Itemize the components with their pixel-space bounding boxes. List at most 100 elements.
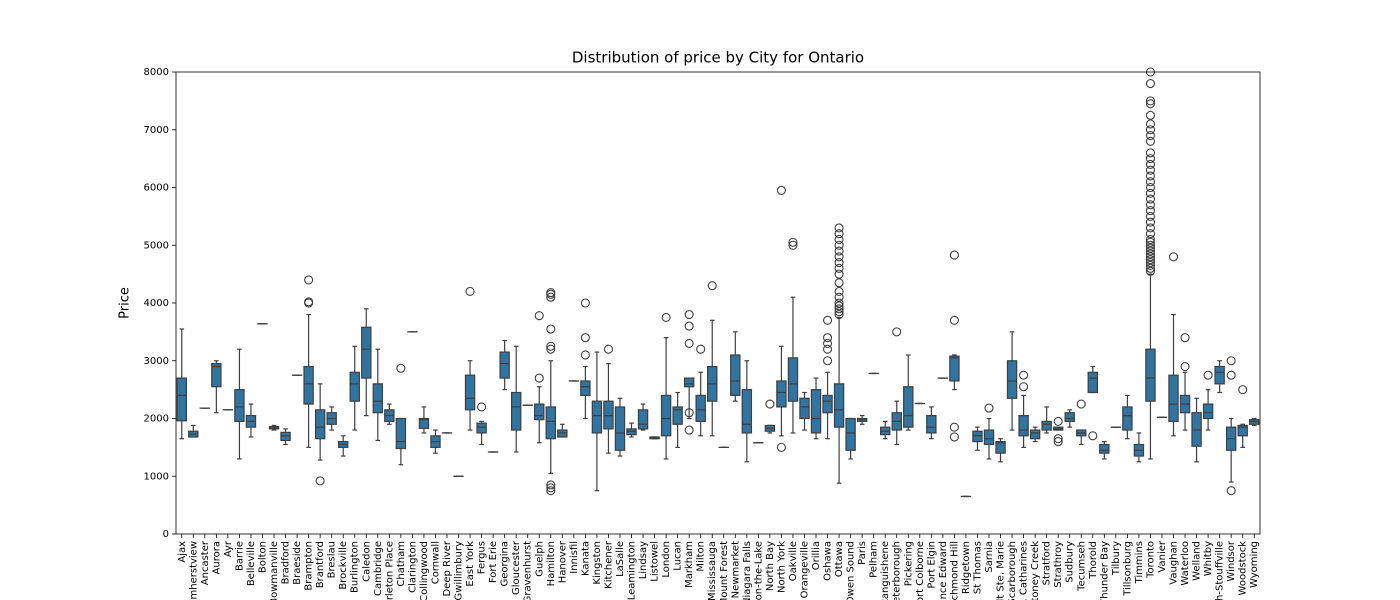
box	[1029, 429, 1041, 440]
outlier	[1053, 416, 1063, 426]
x-tick-label: Belleville	[246, 541, 257, 586]
box	[845, 417, 856, 451]
x-tick-label: Ridgetown	[961, 541, 972, 594]
x-tick-label: Ayr	[223, 540, 234, 557]
x-tick-label: Tillsonburg	[1122, 541, 1133, 597]
x-tick-label: Fort Erie	[488, 541, 499, 583]
outlier	[1145, 206, 1155, 216]
x-tick-label: Whitchurch-Stouffville	[1215, 541, 1226, 600]
outlier	[580, 298, 590, 308]
outlier	[834, 269, 844, 279]
x-tick-label: Stratford	[1042, 541, 1053, 585]
x-tick-label: Scarborough	[1007, 541, 1018, 600]
outlier	[1145, 237, 1155, 247]
outlier	[1180, 333, 1190, 343]
box	[903, 386, 914, 428]
x-tick-label: East Gwillimbury	[454, 541, 465, 600]
x-tick-label: Kitchener	[603, 540, 614, 589]
box	[787, 357, 799, 402]
box	[949, 355, 960, 382]
box	[660, 394, 672, 437]
x-tick-label: London	[661, 541, 672, 578]
y-tick-label: 3000	[144, 356, 169, 367]
box	[176, 377, 187, 422]
outlier	[546, 324, 556, 334]
box	[1099, 443, 1110, 454]
x-tick-label: Peterborough	[892, 541, 903, 600]
box	[303, 365, 314, 405]
outlier	[477, 402, 487, 412]
x-tick-label: Gravenhurst	[523, 541, 534, 600]
outlier	[834, 240, 844, 250]
plot-frame	[175, 71, 1261, 535]
box	[499, 351, 510, 379]
x-tick-label: Ancaster	[200, 540, 211, 585]
outlier	[546, 480, 556, 490]
x-tick-label: Welland	[1192, 541, 1203, 581]
outlier	[580, 333, 590, 343]
outlier	[823, 344, 833, 354]
outlier	[834, 286, 844, 297]
outlier	[1203, 370, 1213, 380]
x-tick-label: Hamilton	[546, 541, 557, 586]
x-tick-label: Orillia	[811, 541, 822, 570]
outlier	[834, 309, 844, 320]
box	[580, 380, 591, 396]
outlier	[546, 288, 556, 298]
box	[810, 389, 822, 434]
box	[695, 394, 706, 422]
outlier	[1145, 154, 1155, 164]
outlier	[834, 304, 844, 314]
y-tick-label: 2000	[144, 414, 169, 425]
outlier	[823, 356, 833, 366]
outlier	[546, 483, 556, 493]
outlier	[949, 422, 959, 432]
x-tick-label: Caledon	[361, 541, 372, 582]
x-tick-label: Woodstock	[1238, 541, 1249, 596]
x-tick-label: Ottawa	[834, 541, 845, 577]
outlier	[304, 275, 314, 285]
box	[683, 377, 695, 388]
x-tick-label: Amherstview	[188, 541, 199, 600]
box	[741, 389, 753, 434]
x-tick-label: Newmarket	[730, 541, 741, 598]
x-tick-label: Pickering	[903, 541, 914, 586]
outlier	[1145, 252, 1155, 262]
outlier	[661, 312, 671, 322]
outlier	[546, 292, 556, 302]
box	[349, 371, 360, 402]
x-tick-label: Hanover	[557, 540, 568, 583]
outlier	[1145, 194, 1155, 204]
outlier	[834, 307, 844, 317]
x-tick-label: Waterloo	[1180, 541, 1191, 586]
outlier	[834, 298, 844, 308]
x-tick-label: Chatham	[396, 541, 407, 587]
x-tick-label: Sarnia	[984, 541, 995, 573]
y-tick-label: 0	[163, 529, 169, 540]
x-tick-label: Oshawa	[823, 541, 834, 581]
x-tick-label: Niagara Falls	[742, 541, 753, 600]
outlier	[603, 344, 613, 354]
outlier	[546, 341, 556, 351]
x-tick-label: Bradford	[281, 541, 292, 584]
x-tick-label: Windsor	[1226, 540, 1237, 581]
outlier	[1145, 249, 1155, 259]
outlier	[465, 286, 475, 297]
box	[672, 406, 683, 425]
x-tick-label: Ajax	[177, 541, 188, 563]
x-tick-label: Carleton Place	[384, 541, 395, 600]
x-tick-label: Braeside	[292, 541, 303, 585]
outlier	[949, 432, 959, 442]
box	[1168, 374, 1179, 422]
x-tick-label: Guelph	[534, 541, 545, 577]
outlier	[776, 185, 786, 195]
outlier	[834, 258, 844, 268]
outlier	[1145, 234, 1155, 245]
outlier	[1145, 263, 1155, 273]
outlier	[1226, 486, 1236, 496]
y-axis-label: Price	[118, 287, 133, 319]
x-tick-label: Thunder Bay	[1099, 541, 1110, 600]
box	[1064, 412, 1075, 422]
